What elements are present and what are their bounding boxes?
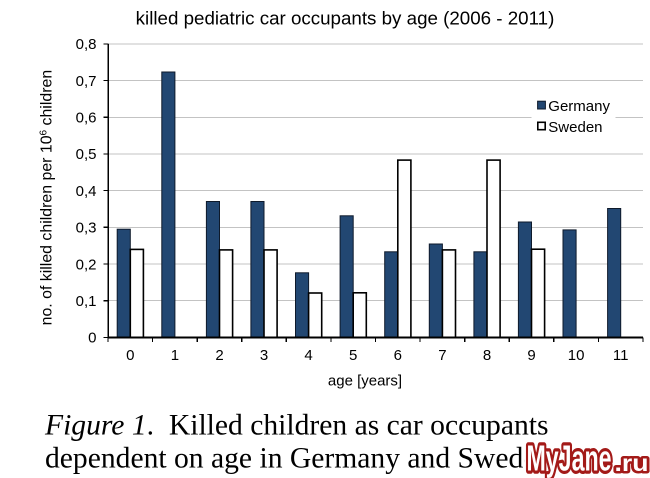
svg-text:5: 5 [349,347,357,364]
svg-text:0: 0 [88,330,96,347]
svg-text:8: 8 [483,347,491,364]
svg-text:Germany: Germany [548,98,610,115]
svg-text:4: 4 [304,347,312,364]
svg-text:0,4: 0,4 [76,183,97,200]
svg-text:0,1: 0,1 [76,293,97,310]
svg-text:Sweden: Sweden [548,119,602,136]
svg-text:7: 7 [438,347,446,364]
svg-text:1: 1 [171,347,179,364]
svg-text:Figure 1. Killed children as: Figure 1. Killed children as car occupan… [44,410,548,442]
svg-text:age [years]: age [years] [328,373,402,390]
svg-text:0: 0 [126,347,134,364]
svg-text:10: 10 [568,347,585,364]
svg-text:.ru: .ru [615,450,649,476]
svg-text:0,5: 0,5 [76,146,97,163]
svg-text:no. of killed children per 106: no. of killed children per 106 children [39,70,56,326]
svg-text:.ru: .ru [615,450,649,476]
svg-text:0,3: 0,3 [76,220,97,237]
svg-text:0,7: 0,7 [76,73,97,90]
svg-text:MyJane: MyJane [527,438,612,478]
svg-text:0,8: 0,8 [76,36,97,53]
svg-text:MyJane: MyJane [527,438,612,478]
svg-text:dependent on age in Germany an: dependent on age in Germany and Sweden [45,442,551,474]
svg-text:2: 2 [215,347,223,364]
svg-text:3: 3 [260,347,268,364]
svg-text:6: 6 [394,347,402,364]
svg-text:9: 9 [527,347,535,364]
svg-text:0,2: 0,2 [76,256,97,273]
svg-text:11: 11 [613,347,629,364]
svg-text:0,6: 0,6 [76,110,97,127]
svg-text:killed pediatric car occupants: killed pediatric car occupants by age (2… [136,8,555,29]
